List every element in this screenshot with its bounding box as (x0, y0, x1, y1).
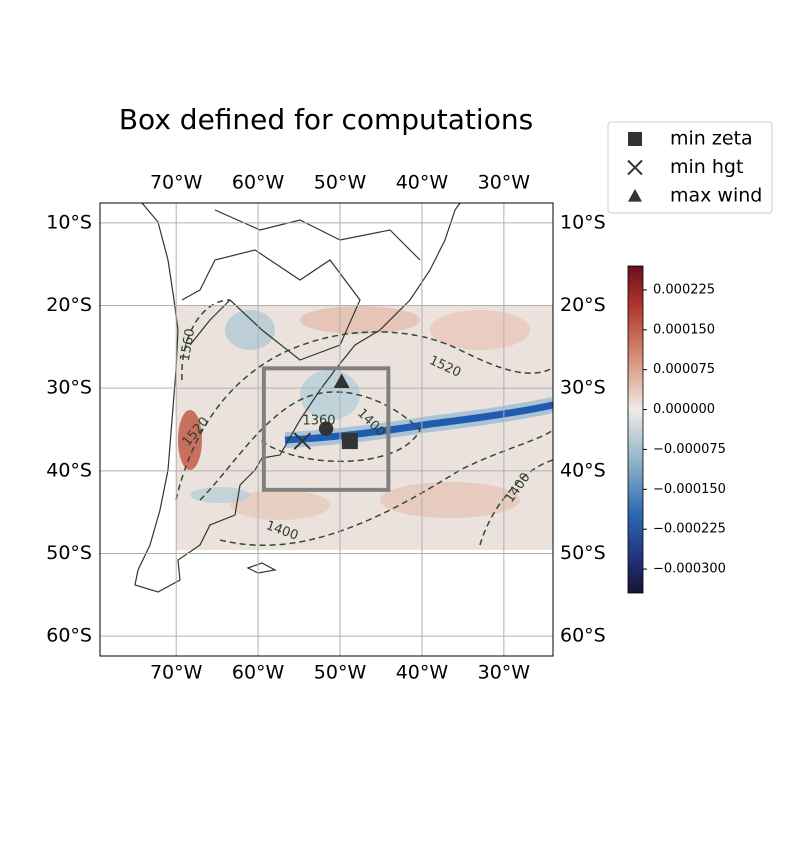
y-tick-label: 60°S (46, 625, 92, 647)
colorbar-tick-label: −0.000075 (653, 442, 726, 457)
y-tick-label: 40°S (46, 459, 92, 481)
y-tick-label: 50°S (560, 542, 606, 564)
x-tick-label: 70°W (150, 662, 203, 684)
x-tick-label: 40°W (396, 172, 449, 194)
legend-marker (627, 159, 643, 176)
map-frame (99, 202, 554, 657)
marker-x (293, 432, 312, 450)
legend-marker (628, 189, 642, 202)
x-tick-label: 40°W (396, 662, 449, 684)
marker-circle (318, 421, 334, 436)
y-tick-label: 30°S (46, 377, 92, 399)
y-tick-label: 50°S (46, 542, 92, 564)
y-tick-label: 20°S (560, 294, 606, 316)
colorbar-tick-label: −0.000225 (653, 522, 726, 537)
x-tick-label: 30°W (478, 172, 531, 194)
computation-box (261, 366, 391, 492)
legend-label: min hgt (670, 156, 743, 178)
colorbar-tick-label: 0.000000 (653, 402, 715, 417)
grid (100, 203, 553, 656)
y-tick-label: 20°S (46, 294, 92, 316)
colorbar-tick-label: −0.000150 (653, 482, 726, 497)
y-tick-label: 30°S (560, 377, 606, 399)
legend-label: max wind (670, 185, 762, 207)
marker-square (341, 433, 358, 450)
colorbar-tick-label: −0.000300 (653, 562, 726, 577)
legend (607, 121, 773, 214)
map-area (134, 203, 553, 593)
x-tick-label: 50°W (314, 172, 367, 194)
contour-label: 1560 (178, 327, 199, 362)
chart-title: Box defined for computations (119, 103, 533, 136)
x-tick-label: 60°W (232, 662, 285, 684)
x-tick-label: 60°W (232, 172, 285, 194)
colorbar-tick-label: 0.000225 (653, 282, 715, 297)
y-tick-label: 10°S (560, 211, 606, 233)
colorbar (627, 265, 644, 594)
legend-label: min zeta (670, 128, 753, 150)
y-tick-label: 60°S (560, 625, 606, 647)
y-tick-label: 10°S (46, 211, 92, 233)
x-tick-label: 50°W (314, 662, 367, 684)
x-tick-label: 30°W (478, 662, 531, 684)
legend-marker (628, 132, 642, 146)
colorbar-tick-label: 0.000150 (653, 322, 715, 337)
colorbar-tick-label: 0.000075 (653, 362, 715, 377)
field (176, 305, 553, 550)
marker-triangle (333, 373, 350, 388)
y-tick-label: 40°S (560, 459, 606, 481)
x-tick-label: 70°W (150, 172, 203, 194)
